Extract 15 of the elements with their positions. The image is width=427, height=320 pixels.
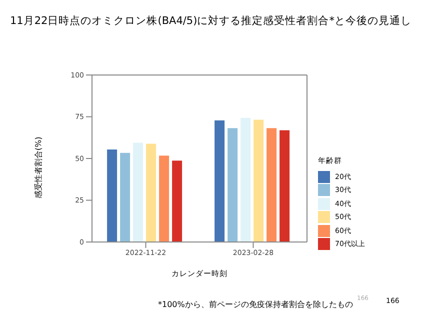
chart-title: 11月22日時点のオミクロン株(BA4/5)に対する推定感受性者割合*と今後の見通し [10, 14, 412, 28]
bar [107, 149, 118, 242]
bar [172, 160, 182, 242]
bar [266, 128, 277, 242]
text: *100%から、前ページの免疫保持者割合を除したもの [158, 299, 353, 310]
bar [146, 144, 156, 242]
bar [280, 130, 290, 242]
bar [240, 118, 251, 242]
bar [214, 120, 225, 242]
bar [228, 128, 238, 242]
bar [120, 152, 130, 242]
bar [133, 142, 144, 242]
bar [254, 120, 264, 242]
bar [159, 156, 170, 242]
y-axis-title: 感受性者割合(%) [34, 136, 43, 198]
